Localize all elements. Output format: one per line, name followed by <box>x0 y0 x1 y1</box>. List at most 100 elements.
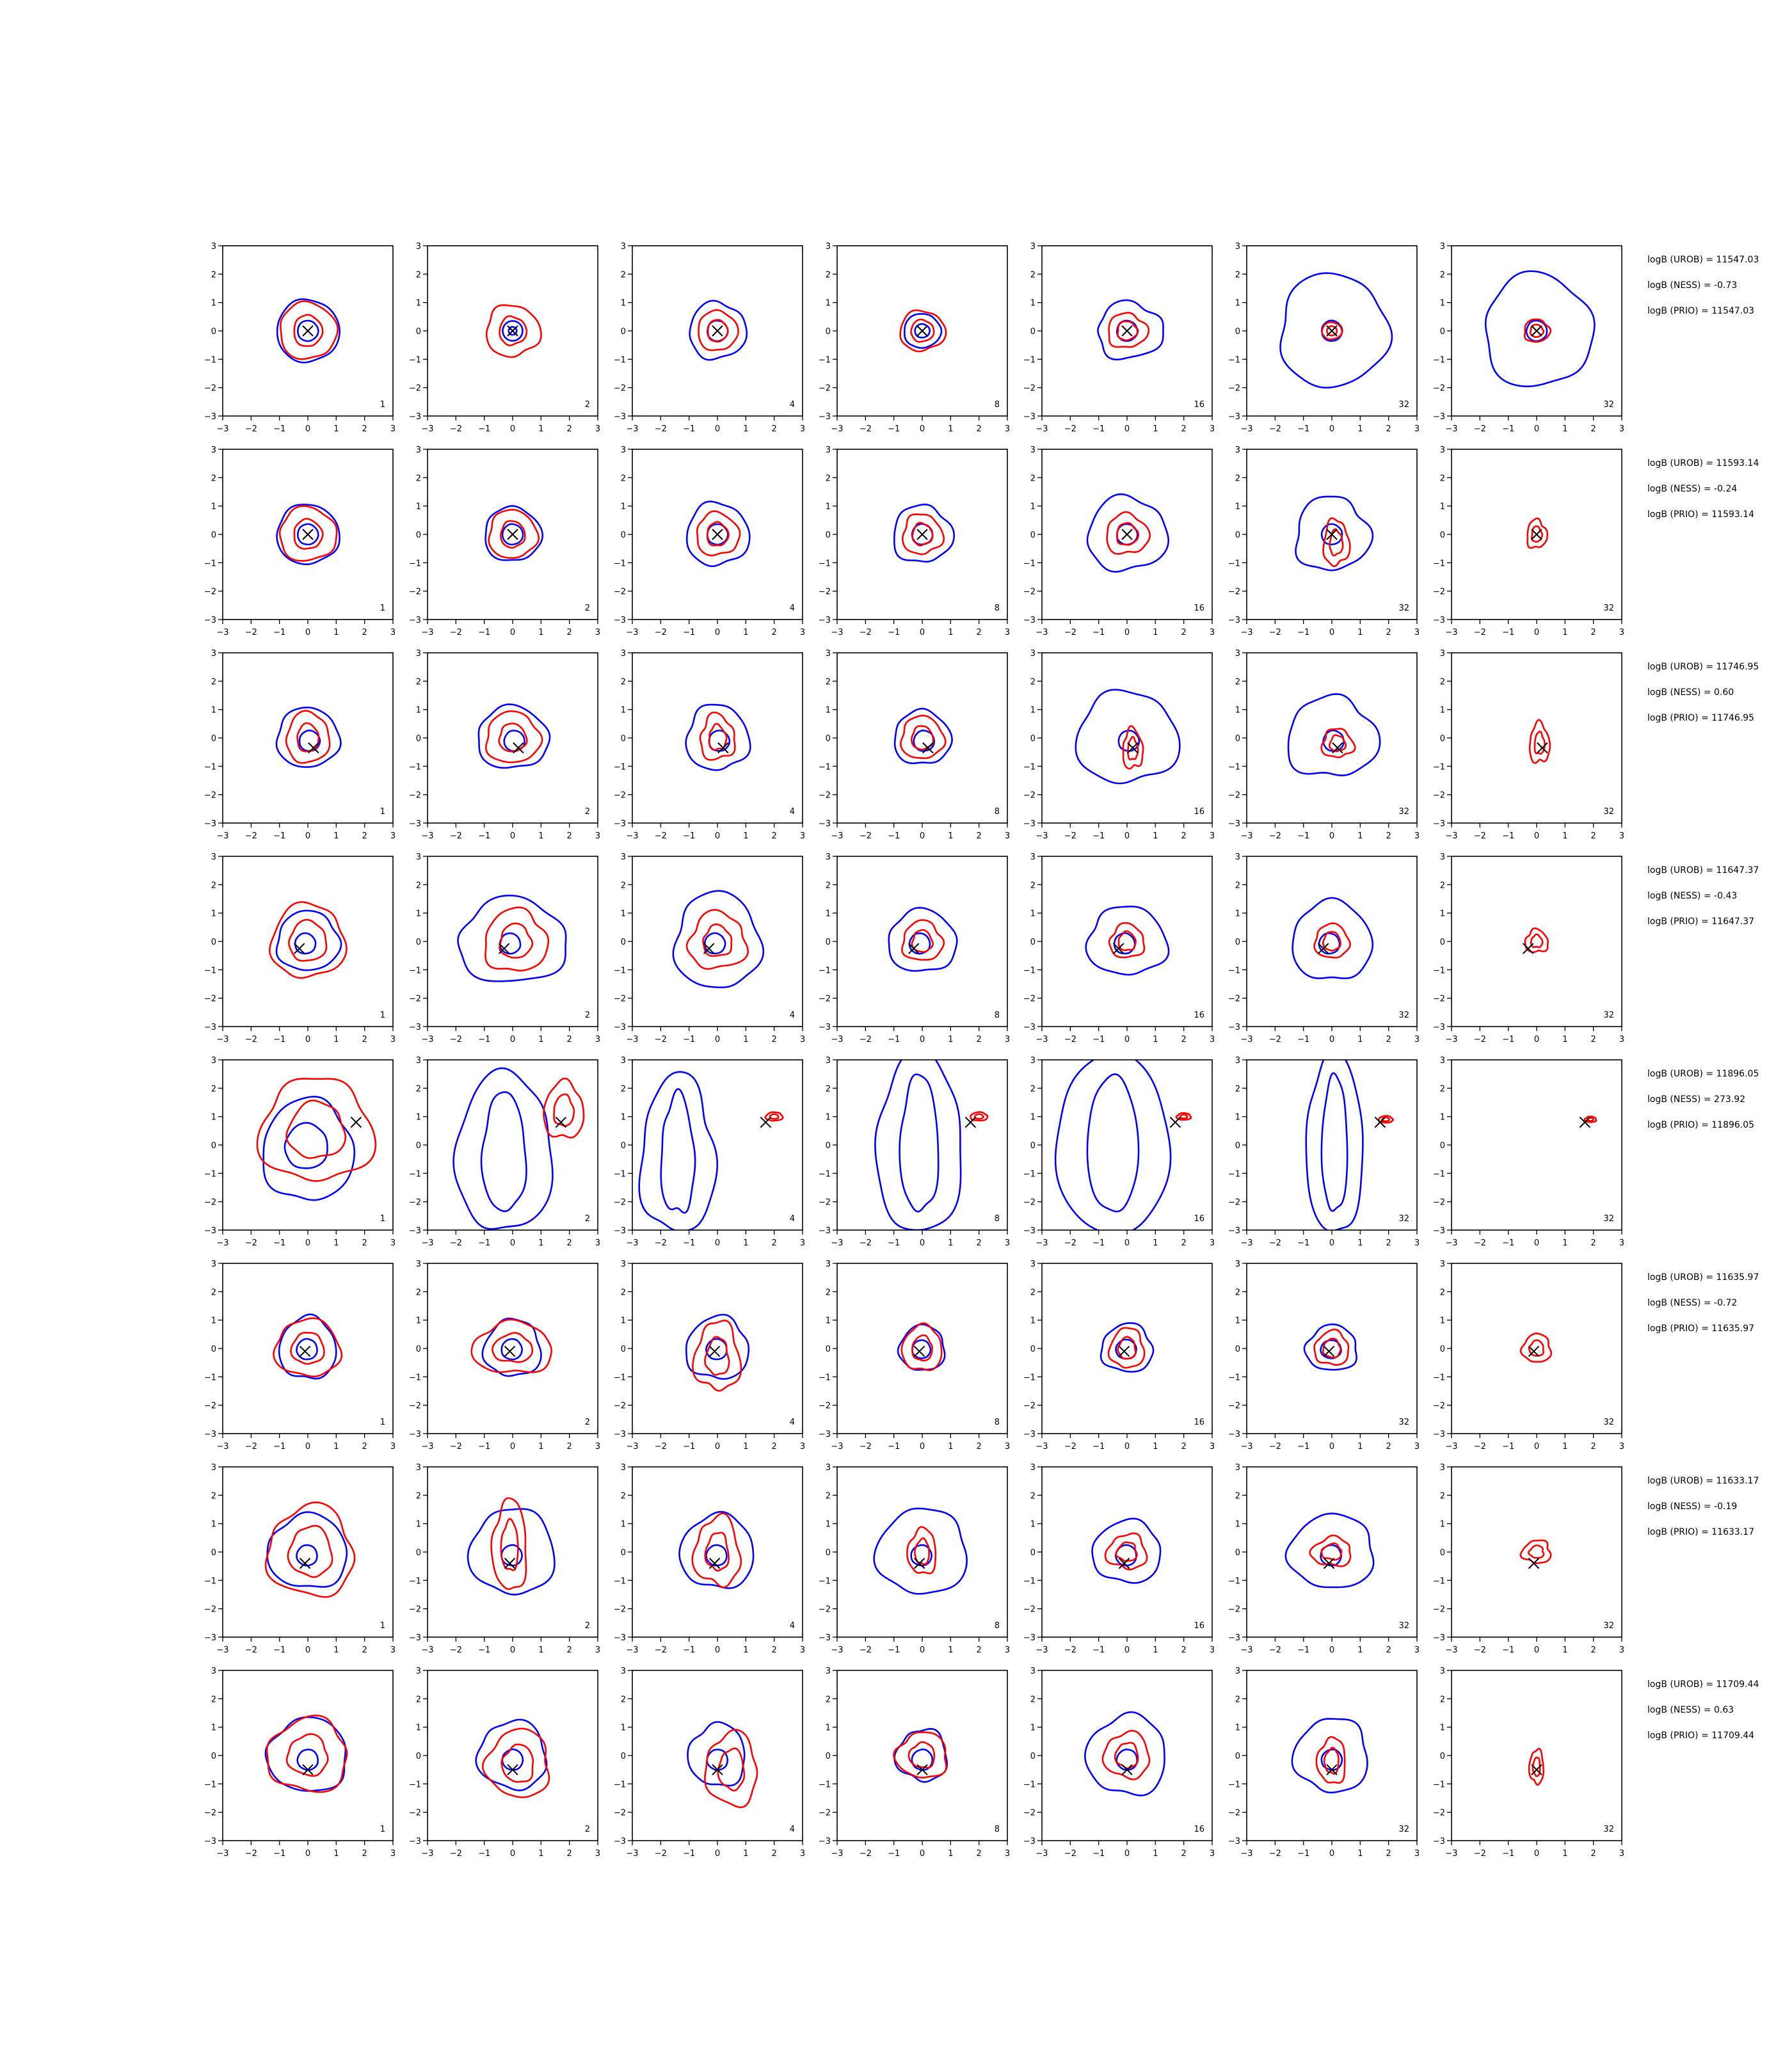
y-tick-label: −2 <box>409 588 421 597</box>
y-tick-label: −3 <box>1023 1226 1036 1236</box>
y-tick-label: 0 <box>621 938 626 947</box>
x-tick-label: −1 <box>273 424 285 434</box>
x-tick-label: −1 <box>1297 1238 1309 1248</box>
axes-frame <box>1451 652 1622 824</box>
y-tick-label: 2 <box>211 677 216 687</box>
red-outer-contour <box>1104 1532 1148 1571</box>
x-tick-label: −3 <box>831 1442 843 1452</box>
x-tick-label: −1 <box>1297 1645 1309 1655</box>
x-tick-label: −3 <box>626 628 638 637</box>
panel-r3-c4: −3 −2 −1 0 1 2 3 3 2 1 0 −1 −2 −3 8 <box>819 649 1010 841</box>
x-tick-label: 3 <box>1005 628 1010 637</box>
y-tick-label: −3 <box>1228 412 1240 422</box>
x-tick-label: 3 <box>1619 1238 1624 1248</box>
panel-label: 1 <box>380 1214 385 1224</box>
y-tick-label: 1 <box>621 1520 626 1530</box>
panel-r5-c5: −3 −2 −1 0 1 2 3 3 2 1 0 −1 −2 −3 16 <box>1023 1056 1215 1248</box>
axes-frame <box>1451 1466 1622 1638</box>
x-tick-label: 2 <box>567 628 572 637</box>
y-tick-label: 1 <box>1440 1316 1445 1326</box>
panel-label: 16 <box>1194 807 1204 817</box>
y-tick-label: −1 <box>1433 559 1445 568</box>
truth-marker <box>1127 742 1139 754</box>
x-tick-label: 2 <box>977 1238 982 1248</box>
panel-r7-c4: −3 −2 −1 0 1 2 3 3 2 1 0 −1 −2 −3 8 <box>819 1463 1010 1655</box>
blue-outer-contour <box>689 300 748 361</box>
y-tick-label: 3 <box>211 1260 216 1269</box>
x-tick-label: −1 <box>273 1442 285 1452</box>
stat-text: logB (UROB) = 11547.03 <box>1647 255 1759 265</box>
x-tick-label: 2 <box>1386 1849 1391 1859</box>
y-tick-label: 2 <box>211 270 216 280</box>
x-tick-label: −3 <box>1445 831 1457 841</box>
x-tick-label: 3 <box>1005 1035 1010 1044</box>
x-tick-label: −1 <box>888 424 900 434</box>
y-tick-label: 1 <box>621 502 626 512</box>
y-tick-label: −1 <box>614 1780 626 1789</box>
x-tick-label: −1 <box>1297 628 1309 637</box>
y-tick-label: −2 <box>614 791 626 801</box>
y-tick-label: 0 <box>826 734 831 744</box>
y-tick-label: −3 <box>819 1023 831 1032</box>
y-tick-label: −1 <box>1228 1780 1240 1789</box>
panel-r3-c5: −3 −2 −1 0 1 2 3 3 2 1 0 −1 −2 −3 16 <box>1023 649 1215 841</box>
truth-marker <box>703 943 715 954</box>
y-tick-label: 2 <box>211 1084 216 1094</box>
y-tick-label: 1 <box>826 1724 831 1733</box>
x-tick-label: 0 <box>920 1238 925 1248</box>
y-tick-label: 3 <box>416 649 421 659</box>
x-tick-label: 2 <box>1591 628 1596 637</box>
x-tick-label: 3 <box>1210 1645 1215 1655</box>
red-inner-contour <box>1179 1114 1188 1119</box>
axes-frame <box>1246 1059 1418 1231</box>
y-tick-label: −1 <box>409 559 421 568</box>
y-tick-label: −2 <box>409 1809 421 1818</box>
x-tick-label: 3 <box>1414 831 1420 841</box>
y-tick-label: 2 <box>826 677 831 687</box>
x-tick-label: 2 <box>362 1442 367 1452</box>
x-tick-label: 2 <box>1181 628 1187 637</box>
y-tick-label: −1 <box>1228 1373 1240 1382</box>
y-tick-label: 2 <box>1030 270 1036 280</box>
x-tick-label: 3 <box>1619 424 1624 434</box>
x-tick-label: −1 <box>1502 628 1514 637</box>
truth-marker <box>908 943 920 954</box>
y-tick-label: 0 <box>416 327 421 337</box>
y-tick-label: −3 <box>819 1226 831 1236</box>
y-tick-label: 0 <box>1030 327 1036 337</box>
y-tick-label: 3 <box>1235 1056 1240 1066</box>
y-tick-label: −3 <box>204 1226 216 1236</box>
x-tick-label: −3 <box>421 1442 433 1452</box>
panel-label: 32 <box>1603 1825 1614 1834</box>
y-tick-label: 2 <box>416 677 421 687</box>
x-tick-label: 2 <box>772 1645 777 1655</box>
panel-label: 4 <box>790 1214 795 1224</box>
red-inner-contour <box>911 522 934 547</box>
red-outer-contour <box>485 304 542 358</box>
axes-frame <box>222 1059 394 1231</box>
x-tick-label: 0 <box>1124 628 1130 637</box>
y-tick-label: 0 <box>1440 531 1445 540</box>
red-outer-contour <box>1583 1116 1597 1123</box>
axes-frame <box>1246 1466 1418 1638</box>
x-tick-label: 2 <box>567 831 572 841</box>
x-tick-label: −2 <box>245 1645 257 1655</box>
x-tick-label: 0 <box>1124 1645 1130 1655</box>
x-tick-label: −1 <box>478 1645 490 1655</box>
x-tick-label: 0 <box>920 1849 925 1859</box>
red-inner-contour <box>293 518 324 550</box>
blue-outer-contour <box>502 320 524 342</box>
y-tick-label: 1 <box>1030 1316 1036 1326</box>
red-outer-contour <box>490 1497 527 1590</box>
y-tick-label: 0 <box>211 327 216 337</box>
panel-r2-c1: −3 −2 −1 0 1 2 3 3 2 1 0 −1 −2 −3 1 <box>204 445 396 637</box>
red-outer-contour <box>1519 1332 1553 1363</box>
red-inner-contour <box>285 1100 347 1159</box>
y-tick-label: 3 <box>621 445 626 455</box>
blue-inner-contour <box>1320 1072 1348 1212</box>
y-tick-label: −1 <box>614 966 626 975</box>
y-tick-label: −2 <box>204 1198 216 1208</box>
x-tick-label: 0 <box>1329 1645 1334 1655</box>
y-tick-label: −3 <box>409 1430 421 1439</box>
axes-frame <box>632 1670 803 1841</box>
